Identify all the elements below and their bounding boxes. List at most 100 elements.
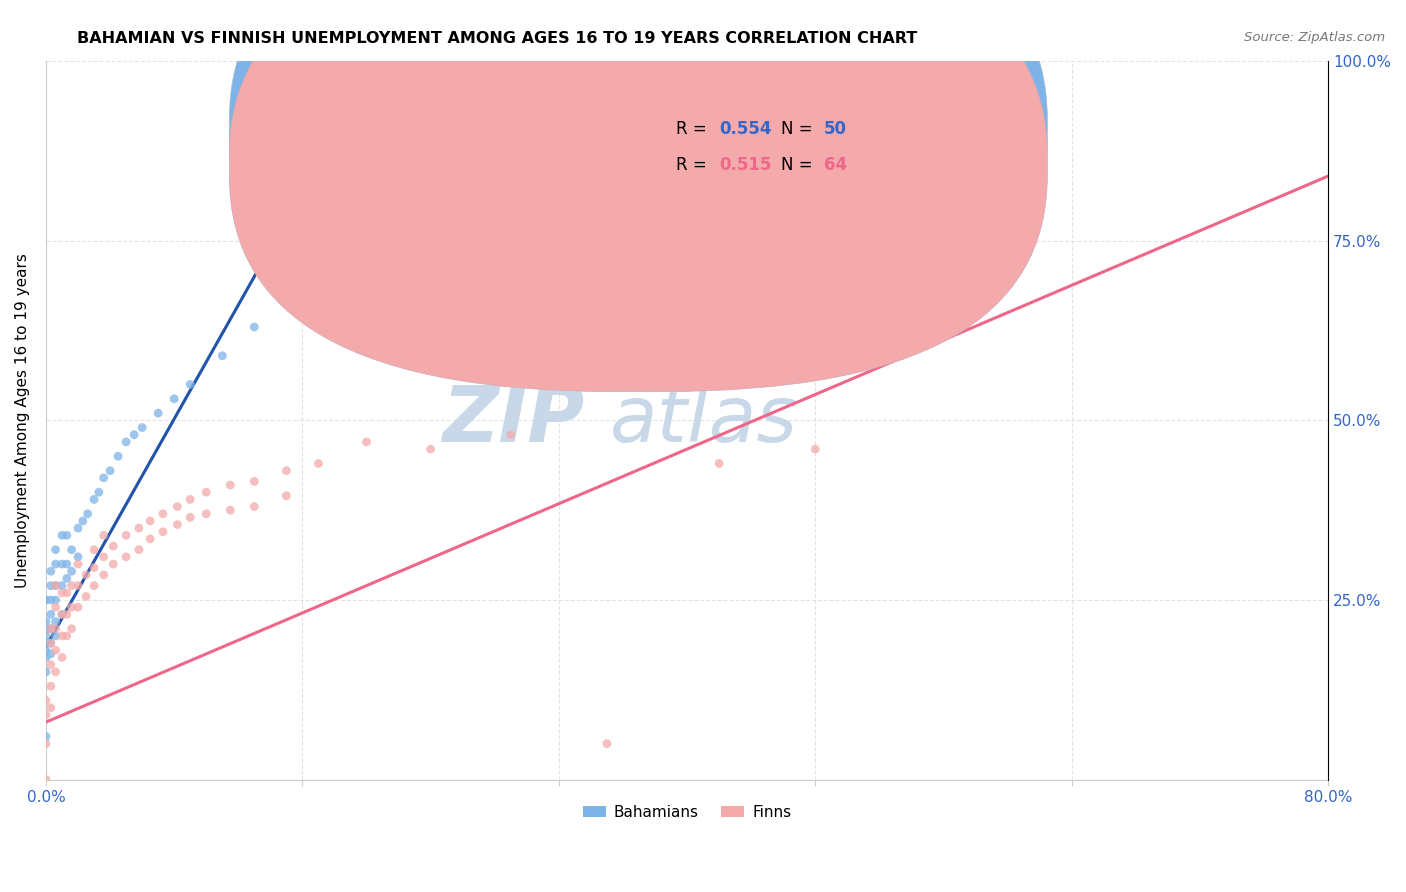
Point	[39, 636, 62, 650]
Point	[93, 528, 115, 542]
Point	[103, 539, 125, 553]
Point	[39, 622, 62, 636]
Point	[83, 492, 105, 507]
Point	[419, 442, 441, 456]
Text: BAHAMIAN VS FINNISH UNEMPLOYMENT AMONG AGES 16 TO 19 YEARS CORRELATION CHART: BAHAMIAN VS FINNISH UNEMPLOYMENT AMONG A…	[77, 31, 918, 46]
Point	[51, 586, 73, 600]
Point	[356, 434, 378, 449]
Point	[51, 579, 73, 593]
Point	[83, 560, 105, 574]
Point	[276, 489, 298, 503]
Text: ZIP: ZIP	[443, 383, 585, 458]
Point	[166, 500, 188, 514]
Point	[56, 586, 79, 600]
Point	[45, 629, 67, 643]
Point	[66, 557, 89, 571]
Text: R =: R =	[675, 156, 711, 174]
Point	[51, 607, 73, 622]
Point	[39, 564, 62, 578]
Point	[195, 485, 218, 500]
Point	[152, 524, 174, 539]
Text: 64: 64	[824, 156, 848, 174]
Point	[243, 320, 266, 334]
Point	[107, 450, 129, 464]
Point	[72, 514, 94, 528]
Point	[166, 517, 188, 532]
Point	[66, 521, 89, 535]
Point	[307, 457, 329, 471]
Point	[179, 510, 201, 524]
Point	[60, 579, 83, 593]
Point	[66, 579, 89, 593]
Point	[51, 557, 73, 571]
Point	[35, 629, 58, 643]
Point	[35, 636, 58, 650]
Point	[499, 427, 522, 442]
Text: Source: ZipAtlas.com: Source: ZipAtlas.com	[1244, 31, 1385, 45]
Point	[76, 507, 98, 521]
Text: R =: R =	[675, 120, 711, 138]
Point	[45, 579, 67, 593]
Text: atlas: atlas	[610, 383, 799, 458]
Text: 50: 50	[824, 120, 848, 138]
Point	[195, 507, 218, 521]
Point	[51, 650, 73, 665]
Point	[45, 615, 67, 629]
Point	[707, 457, 730, 471]
FancyBboxPatch shape	[598, 104, 898, 194]
Point	[39, 579, 62, 593]
Point	[39, 679, 62, 693]
Point	[45, 643, 67, 657]
Point	[93, 567, 115, 582]
Point	[39, 700, 62, 714]
Point	[83, 542, 105, 557]
Point	[35, 693, 58, 707]
Point	[804, 442, 827, 456]
FancyBboxPatch shape	[229, 0, 1047, 356]
Point	[60, 564, 83, 578]
Point	[39, 647, 62, 661]
Point	[35, 730, 58, 744]
Legend: Bahamians, Finns: Bahamians, Finns	[576, 798, 797, 826]
Point	[75, 567, 97, 582]
Point	[35, 615, 58, 629]
Point	[243, 500, 266, 514]
Point	[56, 528, 79, 542]
Point	[60, 622, 83, 636]
Point	[39, 622, 62, 636]
Y-axis label: Unemployment Among Ages 16 to 19 years: Unemployment Among Ages 16 to 19 years	[15, 253, 30, 588]
Point	[163, 392, 186, 406]
Point	[39, 657, 62, 672]
Point	[45, 622, 67, 636]
Point	[51, 528, 73, 542]
Point	[35, 708, 58, 723]
Point	[179, 492, 201, 507]
Point	[128, 542, 150, 557]
Point	[51, 629, 73, 643]
Point	[60, 600, 83, 615]
Point	[131, 420, 153, 434]
Point	[98, 464, 121, 478]
Point	[276, 464, 298, 478]
Point	[35, 622, 58, 636]
Point	[128, 521, 150, 535]
Point	[356, 234, 378, 248]
Point	[103, 557, 125, 571]
Point	[596, 737, 619, 751]
Point	[35, 650, 58, 665]
Point	[45, 579, 67, 593]
Point	[139, 532, 162, 546]
FancyBboxPatch shape	[229, 0, 1047, 392]
Point	[219, 503, 242, 517]
Point	[56, 557, 79, 571]
Text: N =: N =	[780, 120, 817, 138]
Point	[93, 549, 115, 564]
Point	[291, 284, 314, 298]
Point	[179, 377, 201, 392]
Point	[75, 590, 97, 604]
Point	[35, 665, 58, 679]
Point	[66, 549, 89, 564]
Point	[45, 593, 67, 607]
Point	[152, 507, 174, 521]
Point	[83, 579, 105, 593]
